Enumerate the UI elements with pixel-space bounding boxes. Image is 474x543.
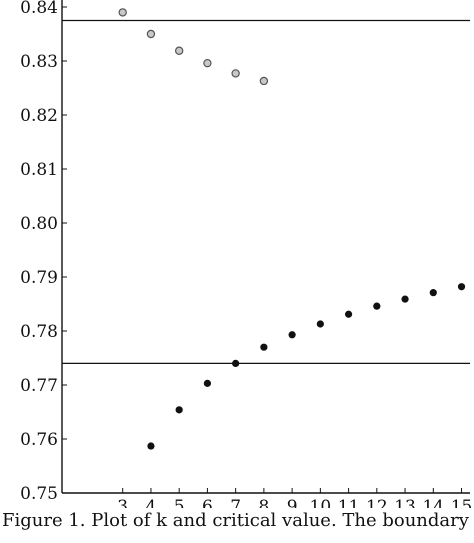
data-point-open <box>118 8 127 17</box>
x-tick-label: 14 <box>422 497 444 508</box>
scatter-chart: 0.75 0.76 0.77 0.78 0.79 0.80 0.81 0.82 0.83 0.84… <box>20 0 473 508</box>
x-tick-label: 7 <box>230 497 241 508</box>
data-point-filled <box>344 310 353 318</box>
x-tick-label: 5 <box>174 497 185 508</box>
y-tick-label: 0.84 <box>20 0 58 18</box>
y-tick-label: 0.78 <box>20 322 58 342</box>
data-point-filled <box>147 442 155 450</box>
data-point-open <box>146 29 156 39</box>
y-tick-label: 0.83 <box>20 52 58 72</box>
data-point-filled <box>203 379 212 387</box>
x-tick-label: 15 <box>451 497 473 508</box>
y-tick-label: 0.81 <box>20 160 58 180</box>
data-point-filled <box>175 406 183 414</box>
data-point-filled <box>232 359 240 367</box>
x-tick-label: 9 <box>287 497 298 508</box>
data-point-filled <box>401 295 409 303</box>
data-point-open <box>174 46 184 55</box>
y-tick-label: 0.79 <box>20 268 58 288</box>
x-tick-label: 3 <box>117 497 128 508</box>
data-point-open <box>259 76 269 86</box>
data-point-filled <box>288 331 296 339</box>
figure-caption: Figure 1. Plot of k and critical value. … <box>2 510 469 531</box>
y-tick-label: 0.75 <box>20 484 58 504</box>
data-point-filled <box>457 283 466 291</box>
data-point-filled <box>429 289 437 297</box>
y-tick-label: 0.82 <box>20 106 58 126</box>
data-point-open <box>231 69 240 78</box>
x-tick-label: 6 <box>202 497 213 508</box>
data-point-filled <box>260 343 268 351</box>
x-tick-label: 12 <box>366 497 388 508</box>
data-point-filled <box>373 302 381 310</box>
data-point-open <box>203 58 212 68</box>
x-tick-label: 13 <box>394 497 416 508</box>
x-tick-label: 8 <box>258 497 269 508</box>
x-tick-label: 11 <box>338 497 360 508</box>
y-tick-label: 0.76 <box>20 430 58 450</box>
x-tick-label: 4 <box>146 497 157 508</box>
data-point-filled <box>316 320 324 328</box>
y-tick-label: 0.80 <box>20 214 58 234</box>
x-tick-label: 10 <box>310 497 332 508</box>
y-tick-label: 0.77 <box>20 376 58 396</box>
